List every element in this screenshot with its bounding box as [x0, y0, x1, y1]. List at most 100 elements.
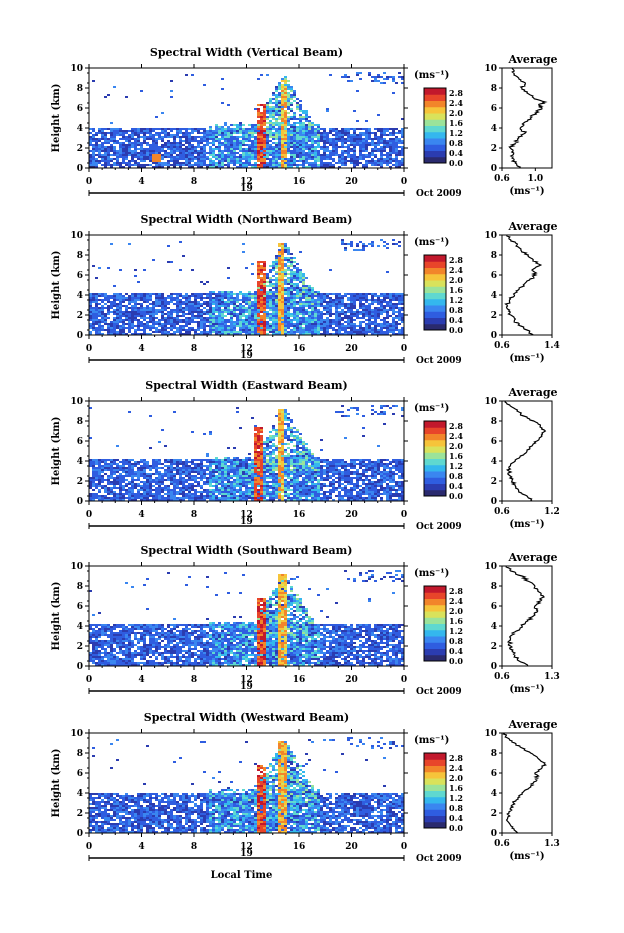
heatmap-cell: [251, 150, 254, 152]
heatmap-cell: [161, 158, 164, 160]
heatmap-cell: [131, 467, 134, 469]
heatmap-cell: [221, 299, 224, 301]
heatmap-cell: [386, 158, 389, 160]
heatmap-cell: [245, 309, 248, 311]
heatmap-cell: [368, 293, 371, 295]
heatmap-cell: [281, 136, 284, 138]
heatmap-cell: [371, 164, 374, 166]
heatmap-cell: [242, 164, 245, 166]
heatmap-cell: [95, 495, 98, 497]
heatmap-cell: [374, 76, 377, 78]
heatmap-cell: [158, 479, 161, 481]
heatmap-cell: [371, 317, 374, 319]
heatmap-cell: [140, 150, 143, 152]
heatmap-cell: [197, 329, 200, 331]
heatmap-cell: [257, 146, 260, 148]
heatmap-cell: [176, 317, 179, 319]
heatmap-cell: [158, 467, 161, 469]
heatmap-cell: [320, 315, 323, 317]
heatmap-cell: [122, 134, 125, 136]
heatmap-cell: [293, 299, 296, 301]
heatmap-cell: [110, 477, 113, 479]
heatmap-cell: [323, 158, 326, 160]
heatmap-cell: [158, 128, 161, 130]
heatmap-cell: [305, 132, 308, 134]
heatmap-cell: [272, 269, 275, 271]
heatmap-cell: [98, 128, 101, 130]
heatmap-cell: [215, 130, 218, 132]
heatmap-cell: [113, 152, 116, 154]
heatmap-cell: [260, 140, 263, 142]
heatmap-cell: [167, 128, 170, 130]
heatmap-cell: [158, 146, 161, 148]
heatmap-cell: [107, 164, 110, 166]
heatmap-cell: [257, 134, 260, 136]
heatmap-cell: [296, 142, 299, 144]
heatmap-cell: [182, 132, 185, 134]
heatmap-cell: [257, 112, 260, 114]
heatmap-cell: [296, 283, 299, 285]
heatmap-cell: [200, 297, 203, 299]
heatmap-cell: [92, 319, 95, 321]
heatmap-cell: [365, 293, 368, 295]
heatmap-cell: [95, 144, 98, 146]
heatmap-cell: [350, 323, 353, 325]
heatmap-cell: [134, 146, 137, 148]
heatmap-cell: [182, 154, 185, 156]
y-tick-label: 4: [77, 291, 83, 301]
heatmap-cell: [395, 148, 398, 150]
heatmap-cell: [281, 319, 284, 321]
heatmap-cell: [317, 144, 320, 146]
heatmap-cell: [161, 491, 164, 493]
heatmap-cell: [248, 331, 251, 333]
heatmap-cell: [299, 293, 302, 295]
heatmap-cell: [176, 134, 179, 136]
heatmap-cell: [323, 162, 326, 164]
heatmap-cell: [296, 273, 299, 275]
heatmap-cell: [116, 142, 119, 144]
heatmap-cell: [356, 331, 359, 333]
heatmap-cell: [398, 331, 401, 333]
heatmap-cell: [398, 297, 401, 299]
heatmap-cell: [392, 239, 395, 241]
heatmap-cell: [389, 315, 392, 317]
heatmap-cell: [374, 132, 377, 134]
heatmap-cell: [356, 138, 359, 140]
heatmap-cell: [359, 303, 362, 305]
heatmap-cell: [275, 124, 278, 126]
heatmap-cell: [323, 295, 326, 297]
heatmap-cell: [140, 471, 143, 473]
heatmap-cell: [284, 120, 287, 122]
heatmap-cell: [386, 295, 389, 297]
heatmap-cell: [332, 299, 335, 301]
heatmap-cell: [323, 331, 326, 333]
heatmap-cell: [167, 327, 170, 329]
heatmap-cell: [305, 319, 308, 321]
heatmap-cell: [182, 162, 185, 164]
heatmap-cell: [263, 140, 266, 142]
heatmap-cell: [314, 293, 317, 295]
heatmap-cell: [257, 287, 260, 289]
heatmap-cell: [251, 331, 254, 333]
heatmap-cell: [356, 317, 359, 319]
heatmap-cell: [347, 327, 350, 329]
heatmap-cell: [254, 329, 257, 331]
heatmap-cell: [218, 152, 221, 154]
heatmap-cell: [152, 130, 155, 132]
heatmap-cell: [326, 110, 329, 112]
heatmap-cell: [191, 303, 194, 305]
heatmap-cell: [101, 319, 104, 321]
heatmap-cell: [320, 293, 323, 295]
heatmap-cell: [290, 160, 293, 162]
heatmap-cell: [287, 261, 290, 263]
heatmap-cell: [368, 323, 371, 325]
heatmap-cell: [296, 269, 299, 271]
heatmap-cell: [104, 495, 107, 497]
heatmap-cell: [98, 471, 101, 473]
heatmap-cell: [281, 259, 284, 261]
heatmap-cell: [110, 463, 113, 465]
heatmap-cell: [233, 156, 236, 158]
heatmap-cell: [146, 164, 149, 166]
heatmap-cell: [281, 156, 284, 158]
heatmap-cell: [248, 297, 251, 299]
